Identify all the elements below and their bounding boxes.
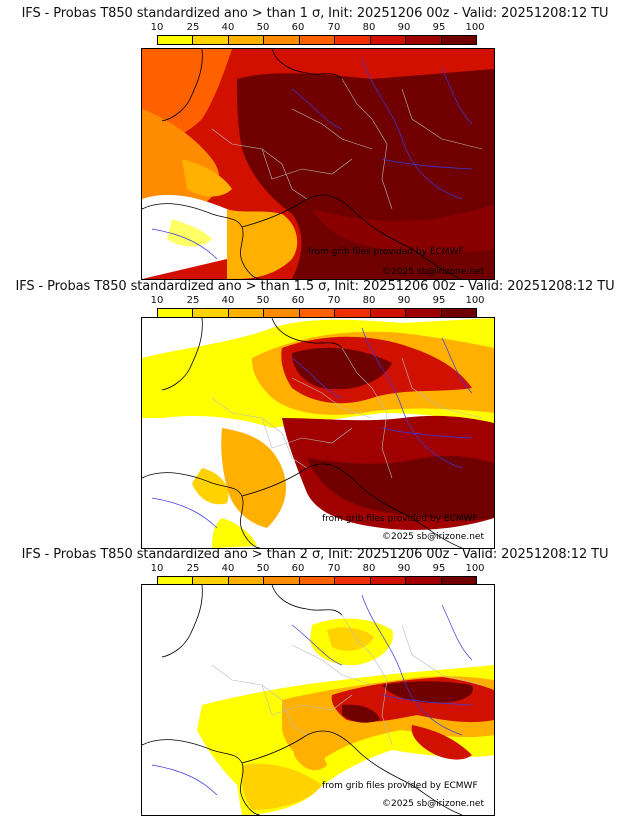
colorbar-segment (264, 36, 300, 44)
colorbar-tick: 25 (186, 563, 200, 574)
data-source-credit: from grib files provided by ECMWF (322, 514, 478, 524)
colorbar-tick: 25 (186, 22, 200, 33)
data-source-credit: from grib files provided by ECMWF (322, 781, 478, 791)
colorbar-segment (335, 577, 371, 585)
data-source-credit: from grib files provided by ECMWF (308, 247, 464, 257)
colorbar (157, 35, 477, 45)
copyright-credit: ©2025 sb@irizone.net (382, 532, 484, 542)
colorbar-segment (335, 309, 371, 317)
colorbar-segment (299, 36, 336, 44)
colorbar-segment (299, 309, 336, 317)
colorbar-tick: 100 (465, 295, 485, 306)
colorbar-segment (299, 577, 336, 585)
colorbar-tick: 90 (397, 22, 411, 33)
colorbar-segment (370, 577, 407, 585)
colorbar-tick: 80 (362, 22, 376, 33)
colorbar-segment (228, 577, 265, 585)
colorbar-segment (158, 309, 194, 317)
colorbar-segment (406, 309, 442, 317)
colorbar-segment (370, 309, 407, 317)
colorbar-tick: 80 (362, 563, 376, 574)
colorbar-tick: 100 (465, 563, 485, 574)
colorbar-tick: 100 (465, 22, 485, 33)
colorbar-tick: 50 (256, 22, 270, 33)
colorbar-segment (228, 309, 265, 317)
map-panel-2: IFS - Probas T850 standardized ano > tha… (0, 279, 630, 551)
colorbar-segment (441, 36, 476, 44)
colorbar-tick: 60 (291, 563, 305, 574)
colorbar-segment (441, 309, 476, 317)
colorbar-segment (264, 577, 300, 585)
probability-map: from grib files provided by ECMWF ©2025 … (141, 317, 495, 549)
colorbar-tick: 80 (362, 295, 376, 306)
colorbar-tick: 25 (186, 295, 200, 306)
colorbar-tick: 40 (221, 22, 235, 33)
probability-map: from grib files provided by ECMWF ©2025 … (141, 584, 495, 816)
panel-title: IFS - Probas T850 standardized ano > tha… (21, 547, 609, 562)
colorbar (157, 308, 477, 318)
probability-map: from grib files provided by ECMWF ©2025 … (141, 48, 495, 280)
colorbar-tick: 70 (327, 22, 341, 33)
colorbar-tick: 50 (256, 563, 270, 574)
colorbar-tick: 70 (327, 295, 341, 306)
colorbar-tick: 40 (221, 295, 235, 306)
colorbar-segment (406, 577, 442, 585)
colorbar-tick: 60 (291, 295, 305, 306)
colorbar-tick: 70 (327, 563, 341, 574)
colorbar-segment (335, 36, 371, 44)
colorbar-segment (406, 36, 442, 44)
panel-title: IFS - Probas T850 standardized ano > tha… (21, 6, 609, 21)
colorbar-segment (158, 36, 194, 44)
map-panel-1: IFS - Probas T850 standardized ano > tha… (0, 6, 630, 280)
colorbar-tick: 90 (397, 563, 411, 574)
colorbar-tick: 95 (432, 22, 446, 33)
colorbar-tick: 95 (432, 563, 446, 574)
colorbar-segment (158, 577, 194, 585)
colorbar-segment (441, 577, 476, 585)
copyright-credit: ©2025 sb@irizone.net (382, 267, 484, 277)
copyright-credit: ©2025 sb@irizone.net (382, 799, 484, 809)
colorbar-segment (193, 577, 229, 585)
colorbar-tick: 10 (150, 22, 164, 33)
colorbar-segment (193, 36, 229, 44)
colorbar-tick: 60 (291, 22, 305, 33)
colorbar-segment (193, 309, 229, 317)
panel-title: IFS - Probas T850 standardized ano > tha… (15, 279, 615, 294)
colorbar-segment (228, 36, 265, 44)
colorbar-tick: 10 (150, 295, 164, 306)
colorbar-tick: 90 (397, 295, 411, 306)
colorbar-segment (264, 309, 300, 317)
colorbar-tick: 50 (256, 295, 270, 306)
colorbar-tick: 10 (150, 563, 164, 574)
colorbar-segment (370, 36, 407, 44)
colorbar-tick: 40 (221, 563, 235, 574)
colorbar-tick: 95 (432, 295, 446, 306)
map-panel-3: IFS - Probas T850 standardized ano > tha… (0, 547, 630, 819)
